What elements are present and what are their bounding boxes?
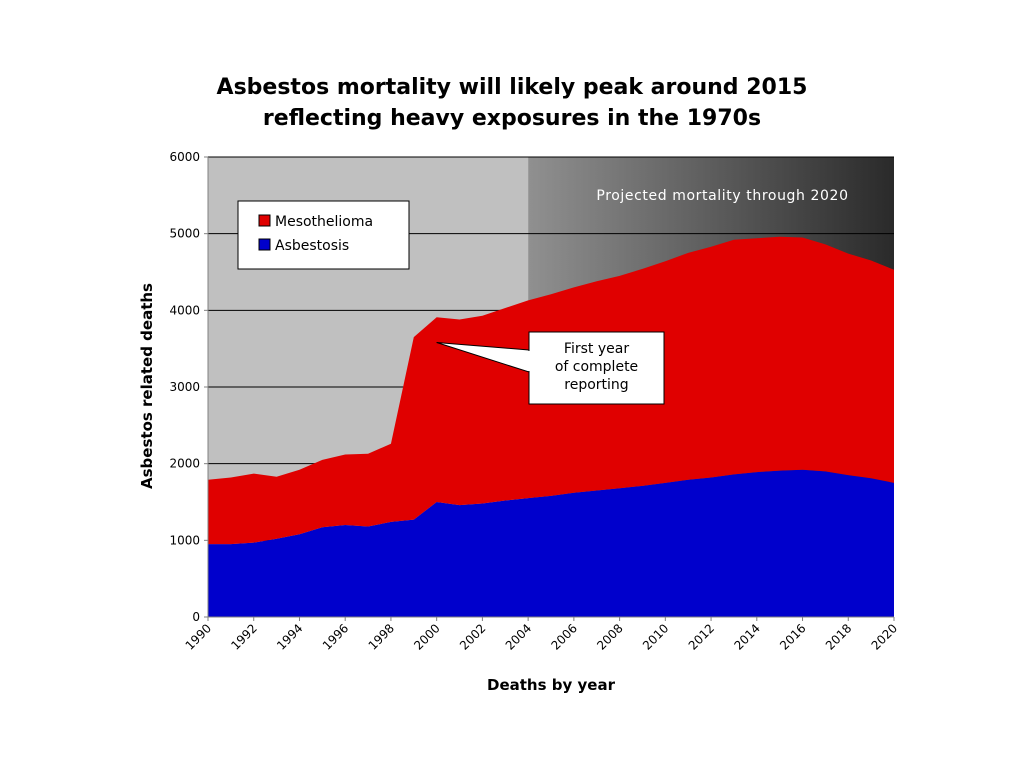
x-tick-label: 1994	[274, 621, 305, 652]
y-tick-label: 5000	[169, 227, 200, 241]
x-tick-label: 1990	[183, 621, 214, 652]
projection-label: Projected mortality through 2020	[596, 188, 848, 204]
legend-box	[237, 200, 410, 270]
y-tick-label: 6000	[169, 150, 200, 164]
x-tick-label: 1996	[320, 621, 351, 652]
x-tick-label: 1998	[366, 621, 397, 652]
annotations: Projected mortality through 2020 First ye…	[436, 188, 848, 405]
callout-box	[528, 331, 665, 405]
callout-text-line: reporting	[564, 377, 628, 393]
y-tick-label: 2000	[169, 457, 200, 471]
callout-joint	[528, 351, 531, 371]
x-tick-label: 2010	[640, 621, 671, 652]
x-tick-label: 2004	[503, 621, 534, 652]
x-tick-label: 2016	[777, 621, 808, 652]
x-tick-label: 2002	[457, 621, 488, 652]
y-axis-title: Asbestos related deaths	[138, 283, 156, 489]
x-tick-label: 2000	[411, 621, 442, 652]
legend-label-mesothelioma: Mesothelioma	[275, 214, 373, 230]
x-tick-label: 2008	[594, 621, 625, 652]
y-tick-label: 0	[192, 610, 200, 624]
legend-swatch-asbestosis	[258, 238, 271, 251]
x-tick-label: 1992	[228, 621, 259, 652]
x-tick-label: 2006	[548, 621, 579, 652]
x-tick-label: 2020	[869, 621, 900, 652]
legend: Mesothelioma Asbestosis	[237, 200, 410, 270]
x-tick-label: 2012	[686, 621, 717, 652]
y-tick-label: 4000	[169, 303, 200, 317]
chart-title-line-2: reflecting heavy exposures in the 1970s	[262, 106, 762, 131]
y-tick-label: 1000	[169, 533, 200, 547]
legend-swatch-mesothelioma	[258, 214, 271, 227]
callout-text-line: of complete	[555, 359, 638, 375]
chart-title: Asbestos mortality will likely peak arou…	[0, 72, 1024, 134]
y-tick-label: 3000	[169, 380, 200, 394]
area-asbestosis	[208, 469, 894, 617]
x-axis-title: Deaths by year	[487, 676, 615, 694]
callout-text-line: First year	[564, 341, 629, 357]
x-tick-label: 2018	[823, 621, 854, 652]
chart-title-line-1: Asbestos mortality will likely peak arou…	[216, 75, 808, 100]
x-tick-label: 2014	[731, 621, 762, 652]
legend-label-asbestosis: Asbestosis	[275, 238, 349, 254]
